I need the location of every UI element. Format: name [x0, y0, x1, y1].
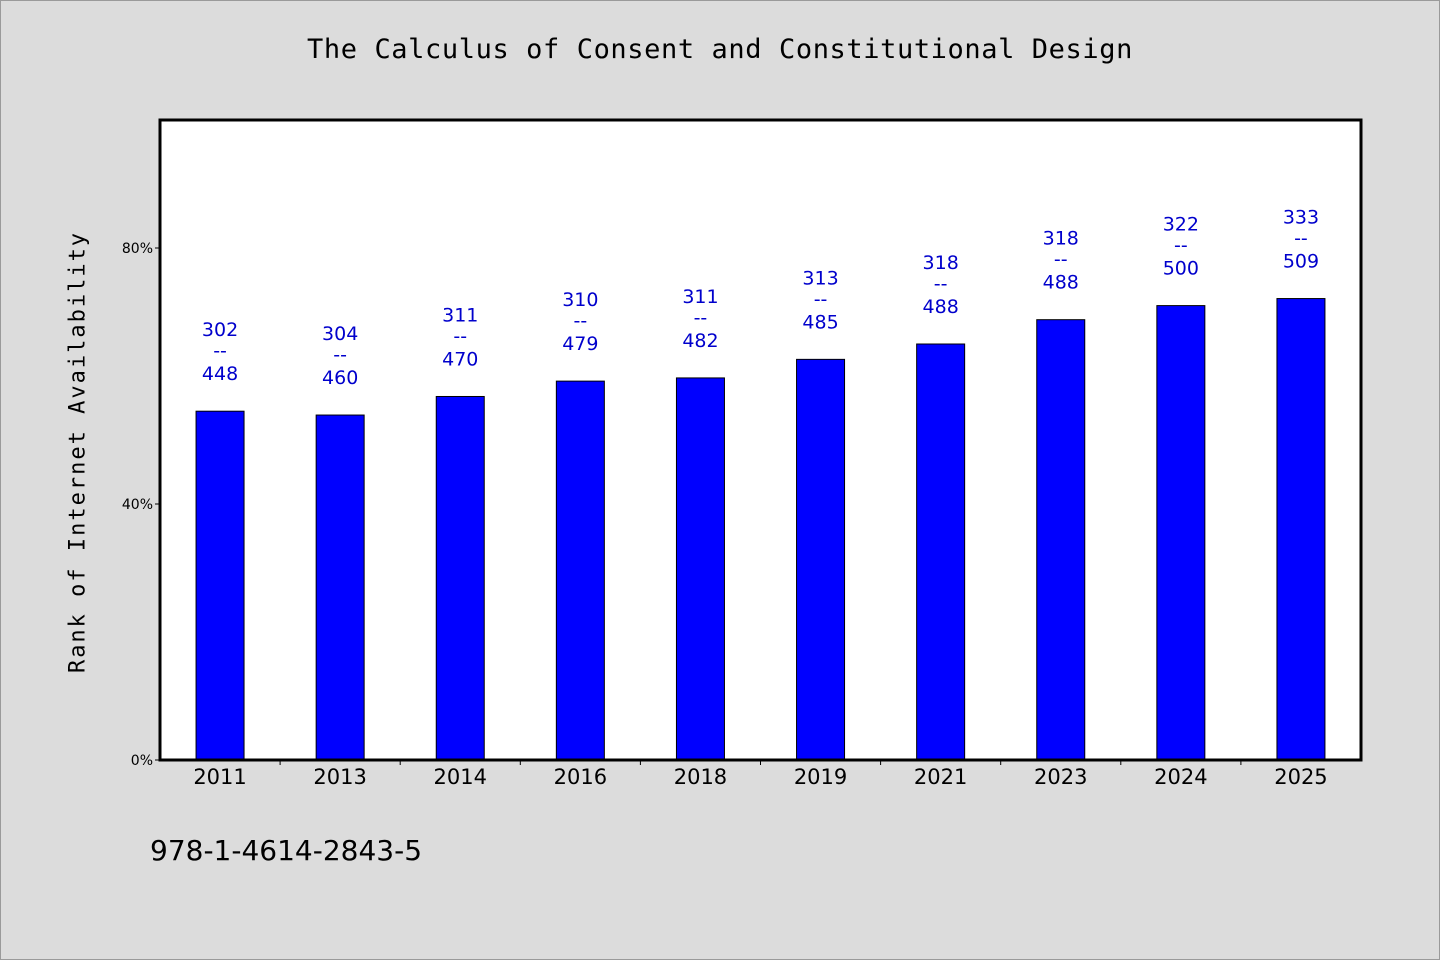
x-tick-label-2013: 2013: [313, 765, 366, 789]
y-tick-label: 80%: [122, 241, 153, 257]
bar-label-bottom: 460: [322, 367, 358, 389]
bar-label-separator: --: [1174, 235, 1188, 257]
bar-2011: [195, 410, 245, 761]
bar-label-top: 304: [322, 323, 358, 345]
bar-label-top: 311: [442, 304, 478, 326]
bar-label-bottom: 470: [442, 348, 478, 370]
isbn-footer: 978-1-4614-2843-5: [150, 834, 423, 867]
bar-label-separator: --: [213, 340, 227, 362]
x-tick-label-2021: 2021: [914, 765, 967, 789]
bar-2025: [1276, 298, 1326, 761]
bar-2014: [435, 395, 485, 761]
x-tick-label-2025: 2025: [1274, 765, 1327, 789]
bar-2024: [1156, 305, 1206, 761]
bar-label-bottom: 482: [682, 330, 718, 352]
bar-label-separator: --: [453, 325, 467, 347]
bar-2019: [796, 358, 846, 761]
bar-label-bottom: 479: [562, 333, 598, 355]
bar-label-top: 333: [1283, 207, 1319, 229]
bar-label-separator: --: [694, 307, 708, 329]
bar-2018: [675, 377, 725, 761]
bar-label-separator: --: [333, 344, 347, 366]
bar-label-separator: --: [814, 288, 828, 310]
y-tick-label: 40%: [122, 497, 153, 513]
x-tick-label-2023: 2023: [1034, 765, 1087, 789]
x-tick-label-2024: 2024: [1154, 765, 1207, 789]
x-tick-label-2019: 2019: [794, 765, 847, 789]
bar-label-top: 322: [1163, 214, 1199, 236]
bar-2013: [315, 414, 365, 761]
chart-title: The Calculus of Consent and Constitution…: [307, 34, 1133, 65]
bar-label-bottom: 485: [802, 311, 838, 333]
bar-label-top: 318: [1043, 228, 1079, 250]
x-tick-label-2018: 2018: [674, 765, 727, 789]
bar-label-top: 311: [682, 286, 718, 308]
x-tick-label-2014: 2014: [434, 765, 487, 789]
bar-label-bottom: 509: [1283, 251, 1319, 273]
bar-2021: [916, 343, 966, 761]
bar-2016: [555, 380, 605, 761]
bar-label-bottom: 488: [923, 296, 959, 318]
bar-label-separator: --: [1294, 228, 1308, 250]
bar-2023: [1036, 319, 1086, 761]
bar-label-separator: --: [934, 273, 948, 295]
bar-label-top: 302: [202, 319, 238, 341]
bar-label-bottom: 448: [202, 363, 238, 385]
y-tick-label: 0%: [131, 753, 153, 769]
bar-label-separator: --: [1054, 249, 1068, 271]
bar-label-separator: --: [573, 310, 587, 332]
bar-label-bottom: 488: [1043, 272, 1079, 294]
bar-label-top: 310: [562, 289, 598, 311]
x-tick-label-2011: 2011: [193, 765, 246, 789]
x-tick-label-2016: 2016: [554, 765, 607, 789]
bar-label-top: 313: [802, 267, 838, 289]
bar-label-bottom: 500: [1163, 258, 1199, 280]
plot-border: [158, 118, 1363, 762]
bar-label-top: 318: [923, 252, 959, 274]
